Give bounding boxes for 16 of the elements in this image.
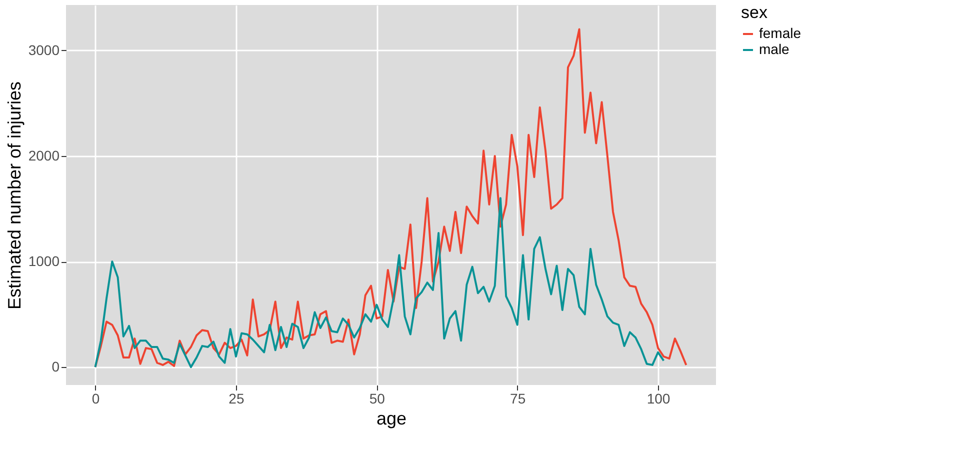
line-series <box>94 28 688 368</box>
y-tick-label: 3000 <box>28 42 60 58</box>
y-axis-title: Estimated number of injuries <box>4 81 24 310</box>
x-tick-label: 100 <box>646 390 670 406</box>
y-tick-label: 1000 <box>28 253 60 269</box>
line-series <box>94 197 665 368</box>
legend-label: male <box>759 41 790 57</box>
x-axis-title: age <box>376 408 407 428</box>
legend-label: female <box>759 25 802 41</box>
y-tick-label: 2000 <box>28 147 60 164</box>
x-tick-label: 50 <box>369 390 386 406</box>
x-tick-label: 75 <box>510 390 526 406</box>
x-tick-label: 0 <box>92 390 100 406</box>
x-tick-label: 25 <box>228 390 244 406</box>
legend-title: sex <box>741 3 768 22</box>
y-tick-label: 0 <box>52 358 60 375</box>
